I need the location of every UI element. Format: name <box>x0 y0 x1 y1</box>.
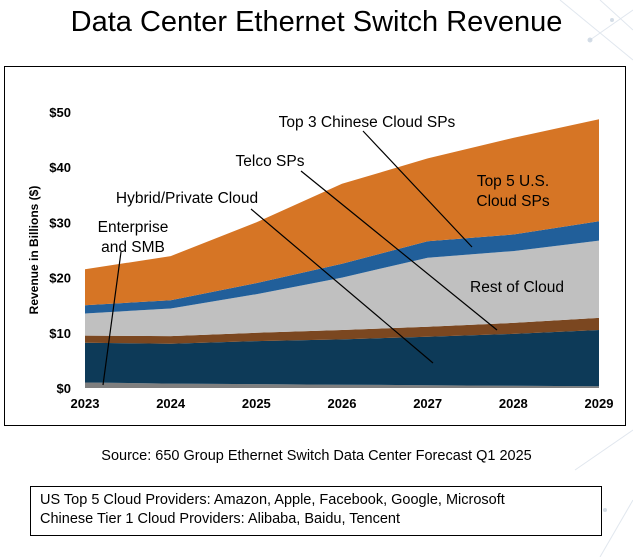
x-tick-label: 2029 <box>585 396 614 411</box>
y-tick-label: $10 <box>49 326 71 341</box>
y-tick-label: $20 <box>49 271 71 286</box>
area-enterprise <box>85 382 599 388</box>
y-tick-label: $0 <box>57 381 71 396</box>
annotation-leader-hybrid <box>250 208 434 364</box>
annotation-leader-chinese <box>362 130 473 248</box>
stacked-area-chart: Revenue in Billions ($) $0 $10 $20 $30 $40 $50… <box>27 105 614 411</box>
source-note: Source: 650 Group Ethernet Switch Data C… <box>101 448 532 464</box>
area-rest <box>85 240 599 337</box>
annotation-label-enterprise: and SMB <box>101 239 165 256</box>
x-tick-label: 2024 <box>156 396 186 411</box>
annotation-leader-telco <box>300 170 498 331</box>
annotation-label-chinese: Top 3 Chinese Cloud SPs <box>279 114 456 131</box>
y-tick-label: $40 <box>49 160 71 175</box>
annotation-label-us: Top 5 U.S. <box>477 173 549 190</box>
annotation-label-us: Cloud SPs <box>476 193 549 210</box>
area-telco <box>85 317 599 344</box>
x-tick-label: 2023 <box>71 396 100 411</box>
annotation-label-enterprise: Enterprise <box>98 219 169 236</box>
x-tick-label: 2027 <box>413 396 442 411</box>
area-hybrid <box>85 330 599 387</box>
provider-notes-box: US Top 5 Cloud Providers: Amazon, Apple,… <box>30 486 602 536</box>
x-tick-label: 2026 <box>328 396 357 411</box>
y-axis-label: Revenue in Billions ($) <box>27 186 41 315</box>
annotation-leader-enterprise <box>102 251 122 386</box>
x-tick-label: 2025 <box>242 396 271 411</box>
x-tick-label: 2028 <box>499 396 528 411</box>
chart-frame: Revenue in Billions ($) $0 $10 $20 $30 $40 $50… <box>4 66 626 426</box>
annotation-label-hybrid: Hybrid/Private Cloud <box>116 190 258 207</box>
note-us-providers: US Top 5 Cloud Providers: Amazon, Apple,… <box>40 492 505 508</box>
page-title: Data Center Ethernet Switch Revenue <box>70 6 563 38</box>
area-chinese <box>85 221 599 314</box>
annotation-label-telco: Telco SPs <box>236 153 305 170</box>
note-chinese-providers: Chinese Tier 1 Cloud Providers: Alibaba,… <box>40 511 401 527</box>
y-tick-label: $50 <box>49 105 71 120</box>
area-us <box>85 119 599 306</box>
y-tick-label: $30 <box>49 215 71 230</box>
annotation-label-rest: Rest of Cloud <box>470 279 564 296</box>
